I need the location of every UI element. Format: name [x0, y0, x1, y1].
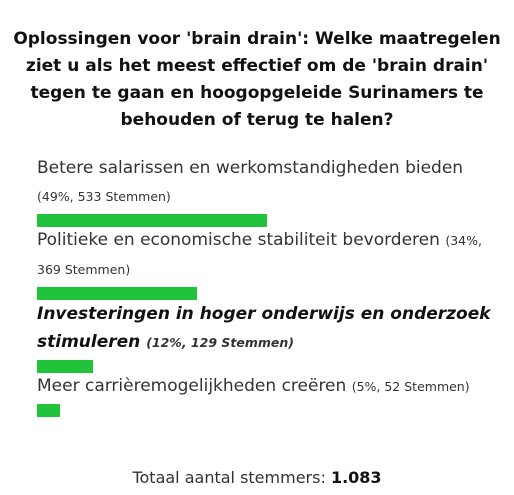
bar-option-4	[37, 404, 60, 417]
option-stats: (5%, 52 Stemmen)	[351, 379, 470, 394]
bar-option-2	[37, 287, 197, 300]
total-value: 1.083	[330, 468, 382, 487]
total-voters: Totaal aantal stemmers: 1.083	[0, 468, 514, 487]
poll-title: Oplossingen voor 'brain drain': Welke ma…	[13, 29, 501, 130]
option-label: Investeringen in hoger onderwijs en onde…	[37, 304, 491, 352]
option-stats: (12%, 129 Stemmen)	[146, 335, 294, 350]
bar-track	[37, 214, 497, 228]
poll-option-highlighted: Investeringen in hoger onderwijs en onde…	[37, 300, 497, 374]
option-label: Betere salarissen en werkomstandigheden …	[37, 158, 464, 178]
option-stats: (49%, 533 Stemmen)	[37, 189, 171, 204]
poll-option: Meer carrièremogelijkheden creëren (5%, …	[37, 372, 497, 418]
bar-track	[37, 404, 497, 418]
bar-option-3	[37, 360, 93, 373]
poll-option: Politieke en economische stabiliteit bev…	[37, 226, 497, 301]
bar-track	[37, 360, 497, 374]
option-label: Politieke en economische stabiliteit bev…	[37, 230, 440, 250]
option-label: Meer carrièremogelijkheden creëren	[37, 376, 347, 396]
bar-option-1	[37, 214, 267, 227]
option-stats: (34%, 369 Stemmen)	[37, 233, 482, 277]
total-label: Totaal aantal stemmers:	[132, 468, 326, 487]
bar-track	[37, 287, 497, 301]
poll-option: Betere salarissen en werkomstandigheden …	[37, 154, 497, 228]
